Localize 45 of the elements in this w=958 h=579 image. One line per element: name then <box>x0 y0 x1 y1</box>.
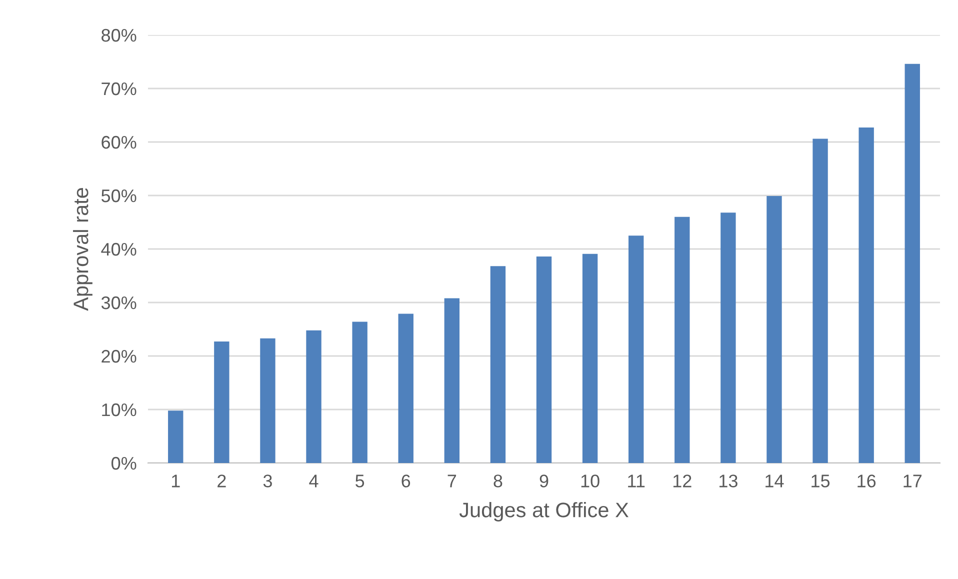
bar <box>214 342 230 463</box>
x-axis-title: Judges at Office X <box>459 502 628 522</box>
bar <box>536 256 552 463</box>
y-tick-label: 20% <box>102 350 136 363</box>
bar <box>444 298 460 463</box>
bar <box>490 266 506 463</box>
x-tick-label: 5 <box>356 474 364 488</box>
y-tick-label: 60% <box>102 136 136 149</box>
bar <box>628 236 644 463</box>
y-tick-label: 30% <box>101 296 136 310</box>
bar <box>812 138 828 463</box>
x-tick-label: 15 <box>812 474 830 488</box>
bar <box>352 322 368 463</box>
x-tick-label: 4 <box>309 474 318 488</box>
bar <box>398 314 414 463</box>
y-tick-label: 0% <box>112 456 136 470</box>
x-tick-label: 3 <box>263 474 272 488</box>
x-tick-label: 6 <box>402 474 410 488</box>
x-tick-label: 13 <box>720 474 738 488</box>
y-tick-label: 70% <box>102 82 136 96</box>
x-tick-label: 16 <box>858 474 876 488</box>
bar <box>858 128 874 463</box>
y-axis-title: Approval rate <box>73 188 92 311</box>
y-tick-label: 50% <box>101 189 136 202</box>
bar <box>766 196 782 463</box>
bar <box>260 338 276 463</box>
y-tick-label: 10% <box>102 403 136 416</box>
x-tick-label: 10 <box>581 474 600 488</box>
y-tick-label: 40% <box>101 242 136 256</box>
x-tick-label: 12 <box>673 474 692 488</box>
x-tick-label: 11 <box>628 474 645 488</box>
x-tick-label: 1 <box>172 474 180 488</box>
x-tick-label: 14 <box>766 474 784 488</box>
bar <box>306 330 322 463</box>
bar <box>720 212 736 463</box>
bar <box>674 216 690 463</box>
x-tick-label: 9 <box>540 474 548 488</box>
x-tick-label: 2 <box>218 474 226 488</box>
x-tick-label: 8 <box>494 474 502 488</box>
bar <box>168 410 184 463</box>
x-tick-label: 17 <box>904 474 922 488</box>
bar <box>904 64 920 463</box>
bar <box>582 254 598 463</box>
y-tick-label: 80% <box>102 28 136 42</box>
x-tick-label: 7 <box>448 474 456 488</box>
